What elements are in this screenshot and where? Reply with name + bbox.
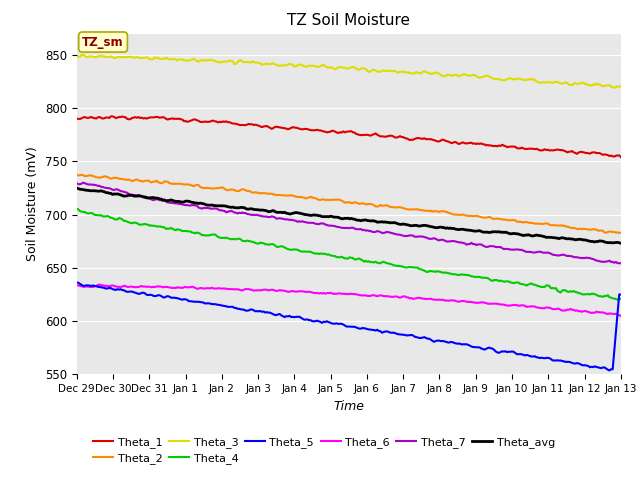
Theta_1 bbox=[617, 154, 625, 160]
Theta_2 bbox=[73, 172, 81, 178]
Theta_3 bbox=[81, 53, 89, 59]
Theta_4 bbox=[614, 297, 621, 302]
Theta_6 bbox=[526, 304, 534, 310]
Theta_5 bbox=[524, 352, 532, 358]
Theta_6 bbox=[237, 288, 244, 293]
Theta_1 bbox=[107, 113, 115, 119]
Theta_3 bbox=[380, 68, 388, 73]
Theta_avg bbox=[236, 205, 243, 211]
Theta_2 bbox=[617, 230, 625, 236]
Theta_1 bbox=[380, 133, 388, 139]
Title: TZ Soil Moisture: TZ Soil Moisture bbox=[287, 13, 410, 28]
Theta_6 bbox=[617, 313, 625, 319]
Theta_7 bbox=[237, 210, 244, 216]
Theta_3 bbox=[611, 85, 618, 91]
Line: Theta_avg: Theta_avg bbox=[77, 188, 621, 243]
Theta_2 bbox=[237, 187, 244, 192]
Theta_6 bbox=[520, 302, 527, 308]
Theta_7 bbox=[617, 261, 625, 266]
Theta_7 bbox=[81, 180, 89, 186]
Theta_4 bbox=[617, 296, 625, 302]
Theta_4 bbox=[79, 209, 87, 215]
Theta_5 bbox=[79, 283, 87, 289]
Theta_4 bbox=[73, 205, 81, 211]
Theta_1 bbox=[526, 146, 534, 152]
Theta_avg bbox=[79, 187, 87, 192]
Theta_7 bbox=[73, 180, 81, 186]
Theta_avg bbox=[518, 232, 525, 238]
Y-axis label: Soil Moisture (mV): Soil Moisture (mV) bbox=[26, 146, 39, 262]
Theta_5 bbox=[73, 280, 81, 286]
Line: Theta_6: Theta_6 bbox=[77, 285, 621, 316]
Theta_5 bbox=[236, 306, 243, 312]
Theta_4 bbox=[518, 281, 525, 287]
Theta_2 bbox=[520, 220, 527, 226]
Theta_4 bbox=[378, 259, 386, 265]
Theta_1 bbox=[73, 116, 81, 121]
Theta_avg bbox=[524, 232, 532, 238]
Theta_1 bbox=[237, 122, 244, 128]
Theta_3 bbox=[78, 52, 86, 58]
Theta_2 bbox=[380, 203, 388, 209]
Theta_4 bbox=[193, 229, 201, 235]
Line: Theta_1: Theta_1 bbox=[77, 116, 621, 157]
Theta_1 bbox=[520, 145, 527, 151]
Theta_2 bbox=[78, 172, 86, 178]
Theta_2 bbox=[526, 220, 534, 226]
Theta_2 bbox=[615, 230, 623, 236]
Theta_6 bbox=[73, 282, 81, 288]
Theta_3 bbox=[617, 84, 625, 90]
Line: Theta_7: Theta_7 bbox=[77, 182, 621, 264]
Theta_7 bbox=[526, 249, 534, 255]
Theta_7 bbox=[79, 180, 87, 185]
Theta_3 bbox=[520, 77, 527, 83]
Theta_5 bbox=[605, 368, 613, 373]
Theta_2 bbox=[195, 182, 202, 188]
Theta_6 bbox=[79, 284, 87, 290]
Theta_5 bbox=[378, 330, 386, 336]
Theta_3 bbox=[195, 59, 202, 65]
Theta_3 bbox=[73, 54, 81, 60]
Theta_avg bbox=[73, 185, 81, 191]
Theta_7 bbox=[520, 248, 527, 253]
Theta_4 bbox=[236, 236, 243, 241]
X-axis label: Time: Time bbox=[333, 400, 364, 413]
Theta_6 bbox=[380, 293, 388, 299]
Line: Theta_5: Theta_5 bbox=[77, 283, 621, 371]
Line: Theta_2: Theta_2 bbox=[77, 175, 621, 233]
Theta_7 bbox=[380, 230, 388, 236]
Theta_5 bbox=[617, 292, 625, 298]
Theta_4 bbox=[524, 282, 532, 288]
Theta_3 bbox=[526, 77, 534, 83]
Theta_3 bbox=[237, 57, 244, 63]
Theta_1 bbox=[79, 115, 87, 120]
Theta_6 bbox=[96, 282, 104, 288]
Theta_7 bbox=[195, 204, 202, 210]
Text: TZ_sm: TZ_sm bbox=[82, 36, 124, 48]
Theta_2 bbox=[81, 173, 89, 179]
Theta_avg bbox=[193, 200, 201, 206]
Legend: Theta_1, Theta_2, Theta_3, Theta_4, Theta_5, Theta_6, Theta_7, Theta_avg: Theta_1, Theta_2, Theta_3, Theta_4, Thet… bbox=[93, 437, 555, 464]
Line: Theta_3: Theta_3 bbox=[77, 55, 621, 88]
Theta_avg bbox=[617, 240, 625, 246]
Line: Theta_4: Theta_4 bbox=[77, 208, 621, 300]
Theta_5 bbox=[193, 299, 201, 305]
Theta_6 bbox=[195, 286, 202, 291]
Theta_5 bbox=[518, 351, 525, 357]
Theta_avg bbox=[378, 219, 386, 225]
Theta_1 bbox=[195, 118, 202, 124]
